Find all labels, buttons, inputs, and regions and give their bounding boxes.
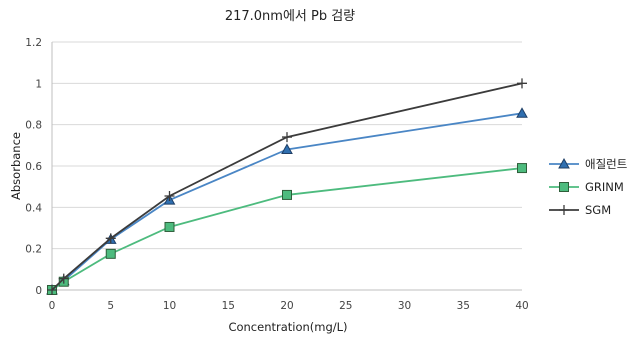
data-point <box>281 143 293 154</box>
y-tick-label: 0.2 <box>25 244 42 256</box>
legend-marker <box>559 182 569 192</box>
legend: 애질런트 GRINM SGM <box>549 157 627 217</box>
legend-label: SGM <box>585 203 611 217</box>
data-point <box>517 163 527 174</box>
x-tick-label: 35 <box>457 300 470 312</box>
data-point <box>164 190 175 201</box>
chart-title: 217.0nm에서 Pb 검량 <box>225 9 355 24</box>
data-point <box>105 248 116 259</box>
y-tick-label: 0.6 <box>25 161 42 173</box>
x-tick-label: 15 <box>222 300 235 312</box>
series-layer <box>46 78 528 295</box>
x-tick-label: 10 <box>163 300 176 312</box>
data-point <box>282 132 292 143</box>
y-axis-label: Absorbance <box>9 132 23 200</box>
grid-lines <box>52 41 522 250</box>
legend-label: GRINM <box>585 180 624 194</box>
series-2 <box>47 163 527 295</box>
axes <box>51 42 522 291</box>
y-tick-label: 1.2 <box>25 37 42 49</box>
legend-marker <box>558 157 570 169</box>
x-axis-label: Concentration(mg/L) <box>228 320 347 334</box>
legend-item: SGM <box>549 203 611 217</box>
data-point <box>517 78 527 89</box>
y-tick-label: 0 <box>35 285 42 297</box>
legend-item: 애질런트 <box>549 157 627 171</box>
legend-item: GRINM <box>549 180 624 194</box>
x-tick-label: 25 <box>339 300 352 312</box>
x-tick-labels: 0 5 10 15 20 25 30 35 40 <box>49 300 529 312</box>
data-point <box>58 273 69 284</box>
x-tick-label: 30 <box>398 300 411 312</box>
data-point <box>164 221 175 232</box>
data-point <box>105 233 116 244</box>
y-tick-label: 0.8 <box>25 120 42 132</box>
x-tick-label: 40 <box>515 300 528 312</box>
x-tick-label: 0 <box>49 300 56 312</box>
legend-marker <box>559 205 569 215</box>
data-point <box>516 107 528 118</box>
series-3 <box>47 78 527 295</box>
y-tick-labels: 0 0.2 0.4 0.6 0.8 1 1.2 <box>25 37 42 297</box>
y-tick-label: 1 <box>35 78 42 90</box>
y-tick-label: 0.4 <box>25 202 42 214</box>
x-tick-label: 20 <box>280 300 293 312</box>
x-tick-label: 5 <box>107 300 114 312</box>
series-line <box>51 82 523 291</box>
legend-label: 애질런트 <box>585 157 627 171</box>
data-point <box>282 189 292 200</box>
data-point <box>47 285 57 295</box>
